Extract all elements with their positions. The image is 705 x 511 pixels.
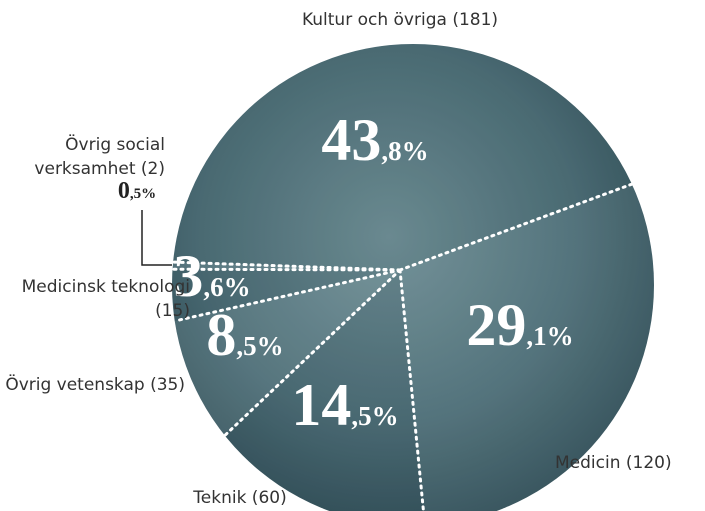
leader-line bbox=[142, 210, 172, 265]
category-label: Kultur och övriga (181) bbox=[230, 8, 570, 32]
category-label: Medicinsk teknologi (15) bbox=[5, 275, 190, 323]
pie-canvas: 43,8%29,1%14,5%8,5%3,6%0,5% bbox=[0, 0, 705, 511]
category-label: Övrig social verksamhet (2) bbox=[0, 133, 165, 181]
category-label: Övrig vetenskap (35) bbox=[5, 373, 185, 397]
value-label: 0,5% bbox=[118, 178, 156, 204]
category-label: Teknik (60) bbox=[150, 486, 330, 510]
category-label: Medicin (120) bbox=[555, 451, 695, 475]
chart: 43,8%29,1%14,5%8,5%3,6%0,5% Kultur och ö… bbox=[0, 0, 705, 511]
